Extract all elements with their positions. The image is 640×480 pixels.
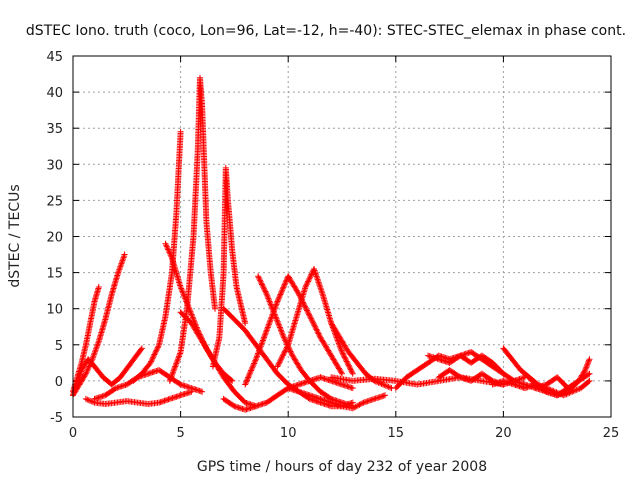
x-tick-label: 15	[388, 426, 405, 441]
series-arc-24	[532, 356, 593, 392]
series-markers	[489, 377, 571, 399]
x-tick-label: 5	[176, 426, 184, 441]
y-tick-label: 35	[46, 122, 63, 137]
series-arc-9	[177, 309, 259, 410]
x-axis-label: GPS time / hours of day 232 of year 2008	[197, 459, 487, 475]
series-markers	[177, 309, 259, 410]
series-markers	[285, 385, 388, 412]
y-tick-label: 15	[46, 267, 63, 282]
series-arc-25	[489, 377, 571, 399]
y-tick-label: -5	[50, 411, 63, 426]
series-arc-4	[82, 388, 195, 407]
y-tick-label: 5	[55, 339, 63, 354]
x-tick-label: 25	[603, 426, 620, 441]
series-arc-16	[285, 385, 388, 412]
y-tick-label: 0	[55, 375, 63, 390]
y-tick-label: 20	[46, 231, 63, 246]
series-arc-8	[166, 74, 218, 384]
x-tick-label: 10	[280, 426, 297, 441]
series-markers	[91, 367, 206, 402]
y-axis-label: dSTEC / TECUs	[7, 184, 23, 287]
y-tick-label: 10	[46, 303, 63, 318]
x-tick-label: 20	[495, 426, 512, 441]
series-layer	[70, 74, 593, 413]
y-tick-label: 25	[46, 194, 63, 209]
series-markers	[532, 356, 593, 392]
y-tick-label: 40	[46, 86, 63, 101]
series-arc-7	[91, 367, 206, 402]
series-markers	[209, 164, 249, 370]
plot-frame	[72, 55, 612, 418]
y-tick-label: 45	[46, 50, 63, 65]
series-markers	[82, 388, 195, 407]
tick-layer: 0 5 10 15 20 25 -5 0 5 10 15 20 25 30 35 40 45	[46, 50, 619, 441]
chart-title: dSTEC Iono. truth (coco, Lon=96, Lat=-12…	[26, 23, 626, 39]
series-markers	[166, 74, 218, 384]
series-arc-10	[209, 164, 249, 370]
x-tick-label: 0	[69, 426, 77, 441]
y-tick-label: 30	[46, 158, 63, 173]
